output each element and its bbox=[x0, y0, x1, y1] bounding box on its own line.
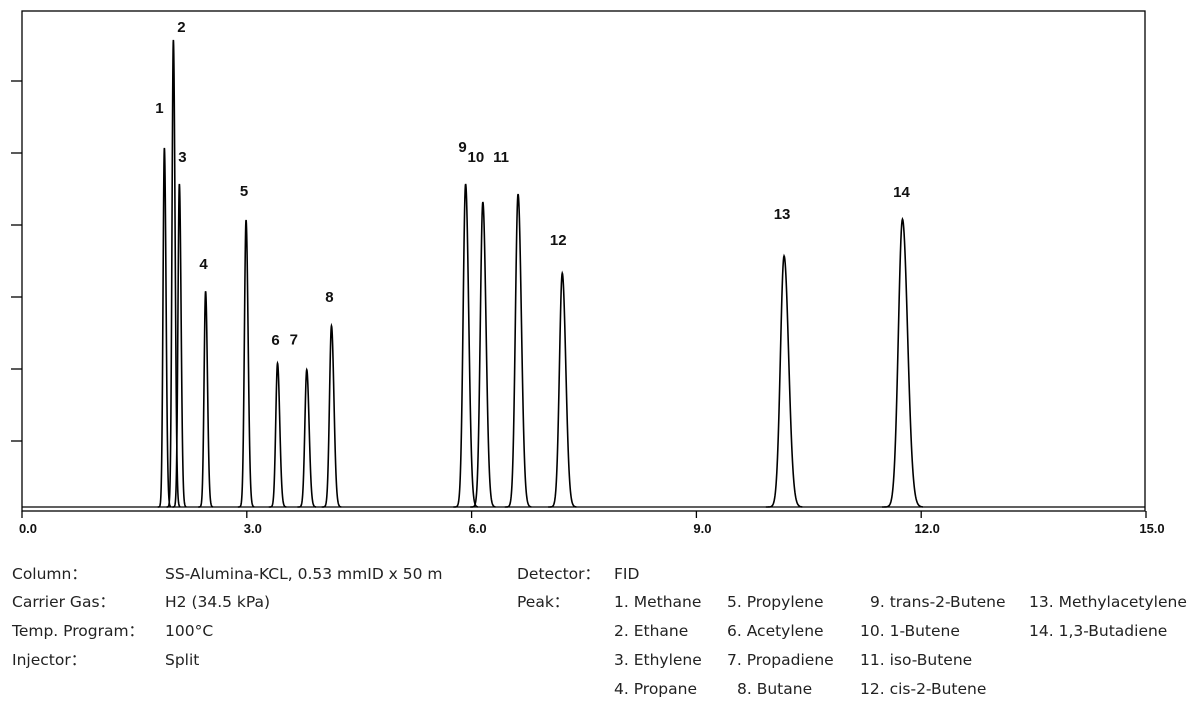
condition-value: 100°C bbox=[165, 622, 213, 640]
detector-value: FID bbox=[614, 565, 639, 583]
peak-name: 9. trans-2-Butene bbox=[870, 593, 1006, 611]
x-tick-label: 9.0 bbox=[693, 521, 711, 536]
peak bbox=[172, 183, 187, 508]
detector-label: Detector： bbox=[517, 565, 600, 583]
peak bbox=[321, 322, 342, 508]
peak-name: 8. Butane bbox=[737, 680, 812, 698]
peak-name: 11. iso-Butene bbox=[860, 651, 972, 669]
condition-label: Temp. Program： bbox=[11, 622, 144, 640]
peak bbox=[268, 360, 287, 508]
peak-label: 2 bbox=[177, 19, 185, 36]
condition-value: H2 (34.5 kPa) bbox=[165, 593, 270, 611]
condition-value: Split bbox=[165, 651, 199, 669]
peak-label: 5 bbox=[240, 183, 248, 200]
peak-label: 9 bbox=[458, 139, 466, 156]
peak-label: 6 bbox=[271, 332, 279, 349]
peak-name: 13. Methylacetylene bbox=[1029, 593, 1187, 611]
peak-label: 12 bbox=[550, 232, 567, 249]
x-tick-label: 12.0 bbox=[915, 521, 940, 536]
peak-name: 5. Propylene bbox=[727, 593, 824, 611]
condition-value: SS-Alumina-KCL, 0.53 mmID x 50 m bbox=[165, 565, 443, 583]
peak-name: 14. 1,3-Butadiene bbox=[1029, 622, 1167, 640]
condition-label: Injector： bbox=[12, 651, 86, 669]
peak-name: 3. Ethylene bbox=[614, 651, 702, 669]
x-tick-label: 15.0 bbox=[1139, 521, 1164, 536]
peak bbox=[548, 270, 577, 508]
peak-heading: Peak： bbox=[517, 593, 569, 611]
peak-label: 1 bbox=[155, 100, 163, 117]
peak bbox=[198, 291, 214, 508]
peak bbox=[453, 183, 479, 508]
peak-label: 7 bbox=[290, 332, 298, 349]
peak bbox=[297, 367, 317, 508]
peak bbox=[166, 39, 181, 508]
peak-name: 12. cis-2-Butene bbox=[860, 680, 986, 698]
peak-name: 4. Propane bbox=[614, 680, 697, 698]
peak-label: 10 bbox=[467, 149, 484, 166]
peak-name: 10. 1-Butene bbox=[860, 622, 960, 640]
peak bbox=[504, 193, 532, 508]
peak bbox=[882, 216, 923, 508]
plot-frame bbox=[21, 10, 1146, 512]
peak-name: 7. Propadiene bbox=[727, 651, 834, 669]
peak-label: 13 bbox=[774, 206, 791, 223]
condition-label: Carrier Gas： bbox=[12, 593, 115, 611]
peak bbox=[470, 201, 496, 508]
x-tick-label: 6.0 bbox=[469, 521, 487, 536]
peak-label: 11 bbox=[493, 149, 509, 166]
x-tick-label: 0.0 bbox=[19, 521, 37, 536]
peak-label: 14 bbox=[893, 184, 910, 201]
peak-name: 6. Acetylene bbox=[727, 622, 824, 640]
peak-label: 4 bbox=[199, 256, 208, 273]
peak-label: 8 bbox=[325, 289, 333, 306]
peak-name: 1. Methane bbox=[614, 593, 701, 611]
peak-name: 2. Ethane bbox=[614, 622, 688, 640]
peak bbox=[237, 219, 255, 508]
x-tick-label: 3.0 bbox=[244, 521, 262, 536]
peak bbox=[157, 147, 172, 508]
peak bbox=[765, 253, 803, 508]
condition-label: Column： bbox=[12, 565, 87, 583]
peak-label: 3 bbox=[178, 149, 186, 166]
